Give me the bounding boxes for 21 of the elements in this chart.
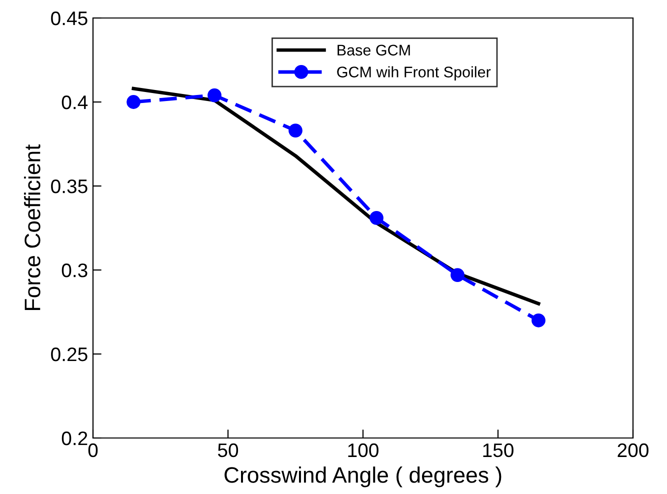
point [208,88,222,102]
y-tick-label: 0.35 [51,179,88,194]
x-tick-label: 0 [88,443,98,458]
x-tick-label: 200 [618,443,648,458]
x-tick-label: 50 [218,443,238,458]
point [370,210,384,225]
legend-label: Base GCM [338,44,410,56]
point [450,268,464,282]
x-tick-label: 100 [348,443,378,458]
y-tick-label: 0.2 [62,431,88,446]
legend-label: GCM wih Front Spoiler [337,66,491,80]
y-axis-title: Force Coefficient [24,144,40,310]
y-tick-label: 0.25 [51,347,88,362]
x-axis-title: Crosswind Angle ( degrees ) [224,466,502,488]
point [532,313,546,328]
y-tick-label: 0.45 [51,11,88,26]
point [126,95,140,109]
y-tick-label: 0.4 [62,95,88,110]
point [288,124,302,138]
y-tick-label: 0.3 [62,263,88,278]
x-tick-label: 150 [483,443,514,458]
